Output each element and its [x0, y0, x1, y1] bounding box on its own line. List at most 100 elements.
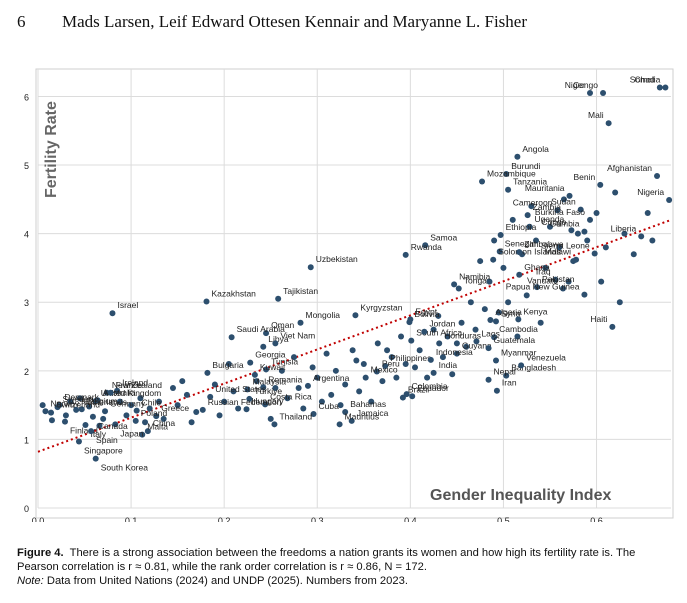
point-label: Bahamas: [350, 399, 386, 409]
data-point: [247, 359, 254, 366]
data-point: [356, 388, 363, 395]
data-point: [160, 415, 167, 422]
data-point: [251, 371, 258, 378]
data-point: [102, 408, 109, 415]
point-label: Bolivia: [414, 309, 439, 319]
data-point: [76, 395, 83, 402]
data-point: [546, 223, 553, 230]
data-point: [591, 250, 598, 257]
data-point: [609, 323, 616, 330]
point-label: Finland: [70, 426, 98, 436]
point-label: Vanuatu: [527, 276, 558, 286]
data-point: [408, 337, 415, 344]
data-point: [295, 384, 302, 391]
point-label: Georgia: [255, 350, 286, 360]
data-point: [78, 406, 85, 413]
data-point: [598, 278, 605, 285]
data-point: [133, 407, 140, 414]
point-label: Syria: [501, 308, 521, 318]
data-point: [644, 210, 651, 217]
point-label: Israel: [117, 300, 138, 310]
data-point: [132, 417, 139, 424]
point-label: New Zealand: [112, 380, 162, 390]
data-point: [169, 384, 176, 391]
data-point: [424, 374, 431, 381]
data-point: [360, 360, 367, 367]
data-point: [602, 244, 609, 251]
point-label: Bulgaria: [212, 360, 243, 370]
x-tick-label: 0.0: [32, 516, 45, 522]
data-point: [174, 402, 181, 409]
data-point: [56, 402, 63, 409]
point-label: Netherlands: [81, 397, 127, 407]
point-label: Greece: [161, 403, 189, 413]
data-point: [542, 264, 549, 271]
y-tick-label: 1: [24, 435, 29, 445]
data-point: [473, 338, 480, 345]
point-label: Chad: [635, 75, 656, 85]
point-label: Samoa: [430, 232, 457, 242]
data-point: [228, 334, 235, 341]
data-point: [353, 357, 360, 364]
data-point: [260, 343, 267, 350]
data-point: [362, 374, 369, 381]
data-point: [42, 408, 49, 415]
point-label: Namibia: [459, 271, 490, 281]
data-point: [123, 412, 130, 419]
point-label: United Kingdom: [101, 388, 161, 398]
data-point: [560, 196, 567, 203]
data-point: [509, 216, 516, 223]
data-point: [407, 316, 414, 323]
data-point: [61, 418, 68, 425]
caption-text: There is a strong association between th…: [17, 547, 636, 574]
point-label: Belgium: [87, 396, 118, 406]
point-label: Italy: [90, 429, 106, 439]
data-point: [379, 378, 386, 385]
data-point: [142, 419, 149, 426]
data-point: [109, 310, 116, 317]
data-point: [278, 367, 285, 374]
data-point: [516, 249, 523, 256]
point-label: Somalia: [630, 75, 661, 85]
point-label: Australia: [103, 387, 136, 397]
point-label: Papua New Guinea: [506, 282, 580, 292]
data-point: [427, 356, 434, 363]
data-point: [600, 90, 607, 97]
data-point: [496, 248, 503, 255]
data-point: [518, 362, 525, 369]
point-label: Tonga: [464, 276, 487, 286]
data-point: [458, 319, 465, 326]
data-point: [183, 391, 190, 398]
data-point: [630, 251, 637, 258]
point-label: Ghana: [524, 262, 550, 272]
data-point: [528, 203, 535, 210]
data-point: [593, 210, 600, 217]
y-axis-title: Fertility Rate: [43, 101, 60, 198]
data-point: [654, 173, 661, 180]
point-label: Argentina: [313, 373, 350, 383]
data-point: [515, 316, 522, 323]
point-label: Congo: [541, 217, 566, 227]
point-label: Iran: [502, 378, 517, 388]
point-label: Mauritius: [345, 411, 379, 421]
point-label: South Africa: [416, 328, 462, 338]
data-point: [260, 384, 267, 391]
point-label: Hungary: [252, 396, 285, 406]
data-point: [300, 405, 307, 412]
data-point: [533, 284, 540, 291]
data-point: [587, 90, 594, 97]
point-label: South Korea: [101, 463, 149, 473]
data-point: [304, 382, 311, 389]
point-label: Gambia: [550, 219, 580, 229]
point-label: Japan: [120, 428, 143, 438]
point-label: Liberia: [611, 223, 637, 233]
point-label: Brazil: [408, 385, 429, 395]
data-point: [100, 415, 107, 422]
data-point: [526, 223, 533, 230]
data-point: [662, 84, 669, 91]
data-point: [565, 278, 572, 285]
point-label: Colombia: [412, 381, 448, 391]
data-point: [290, 354, 297, 361]
point-label: United States: [215, 384, 266, 394]
point-label: France: [116, 380, 143, 390]
